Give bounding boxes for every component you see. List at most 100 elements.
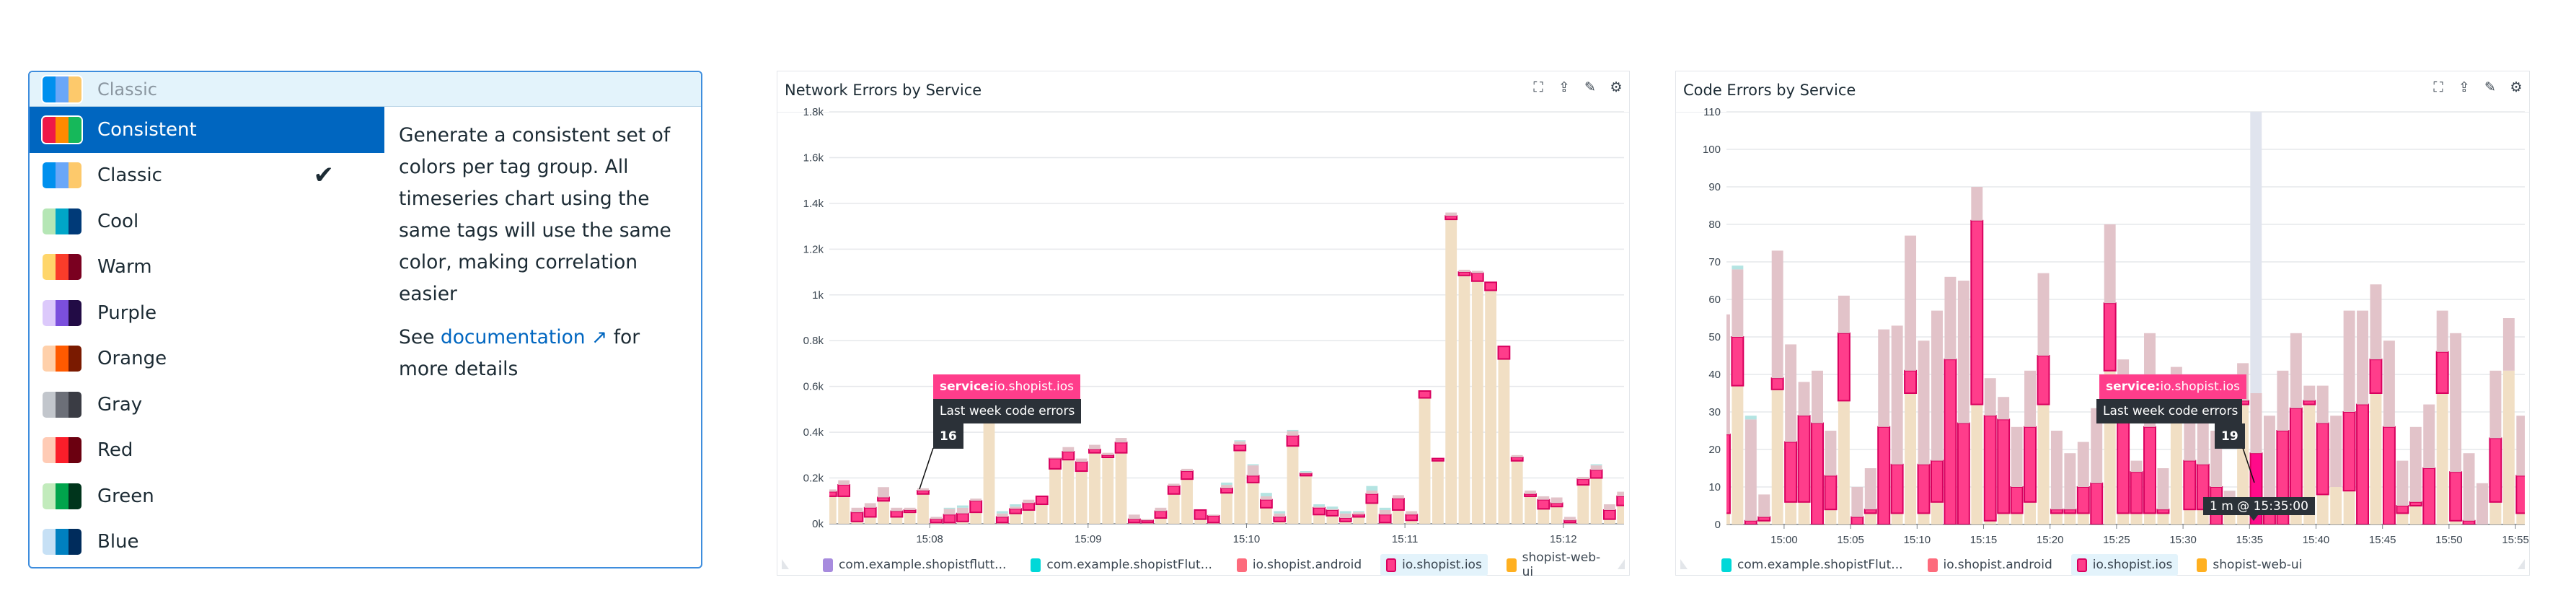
- palette-option-green[interactable]: Green: [30, 473, 384, 519]
- bar-segment-io-shopist-ios: [2037, 355, 2050, 405]
- edit-icon[interactable]: ✎: [2484, 79, 2496, 95]
- gear-icon[interactable]: ⚙: [1610, 79, 1623, 95]
- y-tick-label: 40: [1708, 369, 1721, 381]
- legend-item[interactable]: io.shopist.android: [1231, 554, 1367, 576]
- expand-icon[interactable]: ⛶: [2433, 79, 2443, 95]
- gear-icon[interactable]: ⚙: [2510, 79, 2523, 95]
- bar-segment-io-shopist-ios: [2489, 437, 2502, 503]
- bar-segment-io-shopist-ios: [943, 514, 956, 524]
- palette-option-cool[interactable]: Cool: [30, 198, 384, 245]
- bar-segment-io-shopist-android: [1181, 468, 1193, 472]
- legend-item[interactable]: com.example.shopistFlut...: [1025, 554, 1218, 576]
- bar-segment-io-shopist-android: [2263, 416, 2275, 514]
- bar-segment-io-shopist-ios: [1233, 444, 1247, 452]
- bar-segment-io-shopist-android: [2396, 460, 2409, 506]
- bar-segment-io-shopist-ios: [1744, 519, 1757, 524]
- bar-segment-io-shopist-android: [1944, 276, 1957, 360]
- palette-option-purple[interactable]: Purple: [30, 290, 384, 336]
- bar-segment-com-example-shopistflut-: [1744, 416, 1757, 420]
- bar-segment-io-shopist-android: [1538, 496, 1550, 500]
- bar-segment-io-shopist-ios: [1378, 514, 1392, 524]
- resize-handle[interactable]: [2518, 559, 2525, 569]
- bar-segment-shopist-web-ui: [1998, 513, 2010, 524]
- bar-chart[interactable]: 0 10 20 30 40 50 60 70 80 90 100 110 15:00 15:05 15:10…: [1676, 71, 2531, 548]
- bar-segment-shopist-web-ui: [2011, 513, 2023, 524]
- bar-segment-io-shopist-android: [2077, 442, 2089, 487]
- legend-item[interactable]: io.shopist.ios: [1380, 554, 1488, 576]
- bar-segment-io-shopist-ios: [903, 509, 917, 514]
- resize-handle[interactable]: [782, 559, 789, 569]
- bar-segment-io-shopist-android: [1261, 496, 1272, 500]
- bar-segment-io-shopist-ios: [890, 510, 904, 518]
- y-tick-label: 1k: [812, 289, 824, 302]
- bar-segment-io-shopist-android: [2290, 333, 2302, 408]
- y-tick-label: 1.2k: [803, 243, 824, 255]
- bar-segment-shopist-web-ui: [1732, 385, 1744, 524]
- external-link-icon: ↗: [591, 326, 608, 348]
- y-tick-label: 30: [1708, 406, 1721, 418]
- bar-segment-io-shopist-ios: [1022, 502, 1036, 511]
- documentation-link[interactable]: documentation ↗: [440, 326, 608, 348]
- bar-segment-shopist-web-ui: [970, 512, 982, 524]
- bar-segment-io-shopist-ios: [1837, 332, 1851, 402]
- tooltip-series-tag: service: io.shopist.ios: [933, 374, 1081, 399]
- bar-segment-com-example-shopistflut-: [1247, 464, 1259, 466]
- color-palette-dropdown: Classic Consistent Classic ✔ Cool Warm Purple…: [28, 71, 702, 568]
- legend-item[interactable]: shopist-web-ui: [1501, 550, 1616, 579]
- export-icon[interactable]: ⇪: [1558, 79, 1570, 95]
- palette-option-classic[interactable]: Classic ✔: [30, 153, 384, 199]
- bar-segment-io-shopist-ios: [930, 518, 943, 524]
- bar-segment-shopist-web-ui: [1726, 513, 1730, 524]
- bar-segment-io-shopist-ios: [1338, 517, 1352, 522]
- legend-label: io.shopist.ios: [2092, 558, 2173, 572]
- palette-option-orange[interactable]: Orange: [30, 336, 384, 382]
- y-tick-label: 0.6k: [803, 381, 824, 393]
- bar-segment-shopist-web-ui: [2409, 506, 2422, 524]
- bar-segment-shopist-web-ui: [1891, 513, 1903, 524]
- bar-segment-io-shopist-ios: [1757, 516, 1771, 522]
- bar-segment-io-shopist-ios: [1246, 475, 1260, 483]
- palette-option-blue[interactable]: Blue: [30, 519, 384, 566]
- palette-option-red[interactable]: Red: [30, 428, 384, 474]
- palette-option-label: Orange: [97, 348, 167, 370]
- bar-segment-io-shopist-android: [2050, 431, 2063, 510]
- bar-segment-io-shopist-android: [1590, 465, 1602, 470]
- export-icon[interactable]: ⇪: [2458, 79, 2470, 95]
- bar-chart[interactable]: 0k 0.2k 0.4k 0.6k 0.8k 1k 1.2k 1.4k 1.6k 1.8k 15:0…: [777, 71, 1631, 548]
- bar-segment-shopist-web-ui: [2436, 393, 2448, 524]
- bar-segment-io-shopist-android: [2091, 408, 2103, 483]
- bar-segment-io-shopist-ios: [2090, 482, 2104, 524]
- bar-segment-io-shopist-ios: [2143, 426, 2156, 514]
- legend-item[interactable]: com.example.shopistFlut...: [1716, 554, 1909, 576]
- bar-segment-io-shopist-android: [1102, 452, 1114, 455]
- x-tick-label: 15:20: [2037, 534, 2064, 546]
- tooltip-metric: Last week code errors: [933, 399, 1082, 423]
- bar-segment-io-shopist-android: [1785, 344, 1797, 442]
- bar-segment-io-shopist-android: [1525, 491, 1536, 494]
- resize-handle[interactable]: [1680, 559, 1688, 569]
- expand-icon[interactable]: ⛶: [1533, 79, 1543, 95]
- palette-swatch-icon: [41, 527, 83, 557]
- bar-segment-io-shopist-android: [2197, 412, 2209, 465]
- bar-segment-io-shopist-android: [930, 517, 943, 519]
- legend-item[interactable]: io.shopist.android: [1922, 554, 2058, 576]
- palette-swatch-icon: [41, 161, 83, 190]
- palette-option-warm[interactable]: Warm: [30, 245, 384, 291]
- bar-segment-shopist-web-ui: [1525, 496, 1536, 524]
- bar-segment-io-shopist-ios: [1392, 498, 1405, 511]
- legend-item[interactable]: io.shopist.ios: [2070, 554, 2179, 576]
- bar-segment-io-shopist-android: [1049, 457, 1061, 459]
- palette-select-current[interactable]: Classic: [30, 72, 701, 107]
- bar-segment-io-shopist-ios: [1418, 390, 1432, 399]
- edit-icon[interactable]: ✎: [1584, 79, 1596, 95]
- bar-segment-io-shopist-ios: [1405, 514, 1419, 522]
- bar-segment-io-shopist-ios: [2435, 351, 2449, 394]
- palette-option-gray[interactable]: Gray: [30, 382, 384, 428]
- legend-item[interactable]: com.example.shopistflutt...: [817, 554, 1012, 576]
- palette-option-consistent[interactable]: Consistent: [30, 107, 384, 153]
- resize-handle[interactable]: [1618, 559, 1625, 569]
- bar-segment-io-shopist-ios: [917, 490, 930, 495]
- bar-segment-shopist-web-ui: [2144, 513, 2156, 524]
- legend-item[interactable]: shopist-web-ui: [2191, 554, 2308, 576]
- palette-option-label: Red: [97, 439, 133, 462]
